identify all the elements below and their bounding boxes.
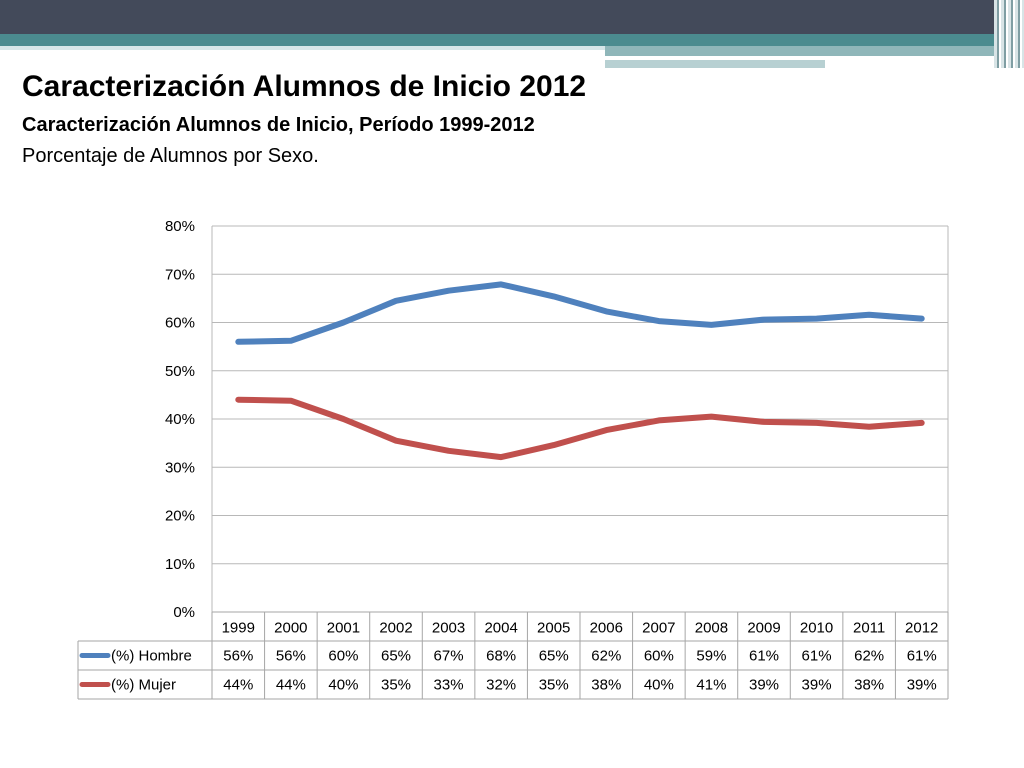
data-value-label: 65% [539,648,569,665]
gridlines [211,225,949,613]
y-tick-label: 20% [165,508,195,525]
banner-dark-band [0,0,1024,34]
data-value-label: 56% [223,648,253,665]
x-category-label: 2005 [537,620,570,637]
y-axis-labels: 0% 10% 20% 30% 40% 50% 60% 70% 80% [165,218,195,621]
x-category-label: 2006 [590,620,623,637]
x-category-label: 2011 [853,620,885,637]
legend-label: (%) Hombre [111,648,192,665]
data-value-label: 61% [802,648,832,665]
data-value-label: 65% [381,648,411,665]
data-value-label: 44% [223,677,253,694]
x-category-label: 2007 [642,620,675,637]
data-value-label: 60% [328,648,358,665]
data-value-label: 39% [907,677,937,694]
data-value-label: 35% [381,677,411,694]
banner-light-band [0,46,605,50]
data-value-label: 62% [591,648,621,665]
data-value-label: 59% [696,648,726,665]
data-value-label: 38% [591,677,621,694]
y-tick-label: 50% [165,363,195,380]
data-value-label: 33% [434,677,464,694]
header-banner [0,0,1024,72]
x-category-label: 1999 [222,620,255,637]
y-tick-label: 80% [165,218,195,235]
banner-teal-band [0,34,1024,46]
data-table: 1999 2000 2001 2002 2003 2004 2005 2006 2007 2008… [77,611,949,700]
legend-label: (%) Mujer [111,677,176,694]
data-value-label: 32% [486,677,516,694]
y-tick-label: 40% [165,411,195,428]
x-category-label: 2004 [484,620,517,637]
slide-subtitle: Caracterización Alumnos de Inicio, Perío… [22,114,535,136]
x-category-label: 2008 [695,620,728,637]
x-category-label: 2000 [274,620,307,637]
series-lines [235,281,925,461]
data-value-label: 56% [276,648,306,665]
x-category-label: 2003 [432,620,465,637]
x-category-label: 2001 [327,620,360,637]
data-value-label: 68% [486,648,516,665]
x-category-label: 2009 [747,620,780,637]
data-value-label: 60% [644,648,674,665]
banner-white-line [605,56,950,60]
data-value-label: 35% [539,677,569,694]
slide-title: Caracterización Alumnos de Inicio 2012 [22,70,587,103]
data-value-label: 40% [328,677,358,694]
data-value-label: 39% [749,677,779,694]
banner-stripes [994,0,1024,68]
y-tick-label: 10% [165,556,195,573]
x-category-label: 2012 [905,620,938,637]
banner-accent-line [605,60,825,68]
data-value-label: 41% [696,677,726,694]
data-value-label: 67% [434,648,464,665]
data-value-label: 38% [854,677,884,694]
x-category-label: 2010 [800,620,833,637]
data-value-label: 40% [644,677,674,694]
slide-caption: Porcentaje de Alumnos por Sexo. [22,145,319,167]
y-tick-label: 70% [165,266,195,283]
series-line-hombre [235,281,925,345]
banner-accent-band [605,46,1024,56]
x-category-label: 2002 [379,620,412,637]
data-value-label: 62% [854,648,884,665]
y-tick-label: 0% [173,604,195,621]
data-value-label: 39% [802,677,832,694]
y-tick-label: 60% [165,315,195,332]
data-value-label: 61% [749,648,779,665]
y-tick-label: 30% [165,459,195,476]
series-line-mujer [235,396,925,461]
data-value-label: 44% [276,677,306,694]
data-value-label: 61% [907,648,937,665]
